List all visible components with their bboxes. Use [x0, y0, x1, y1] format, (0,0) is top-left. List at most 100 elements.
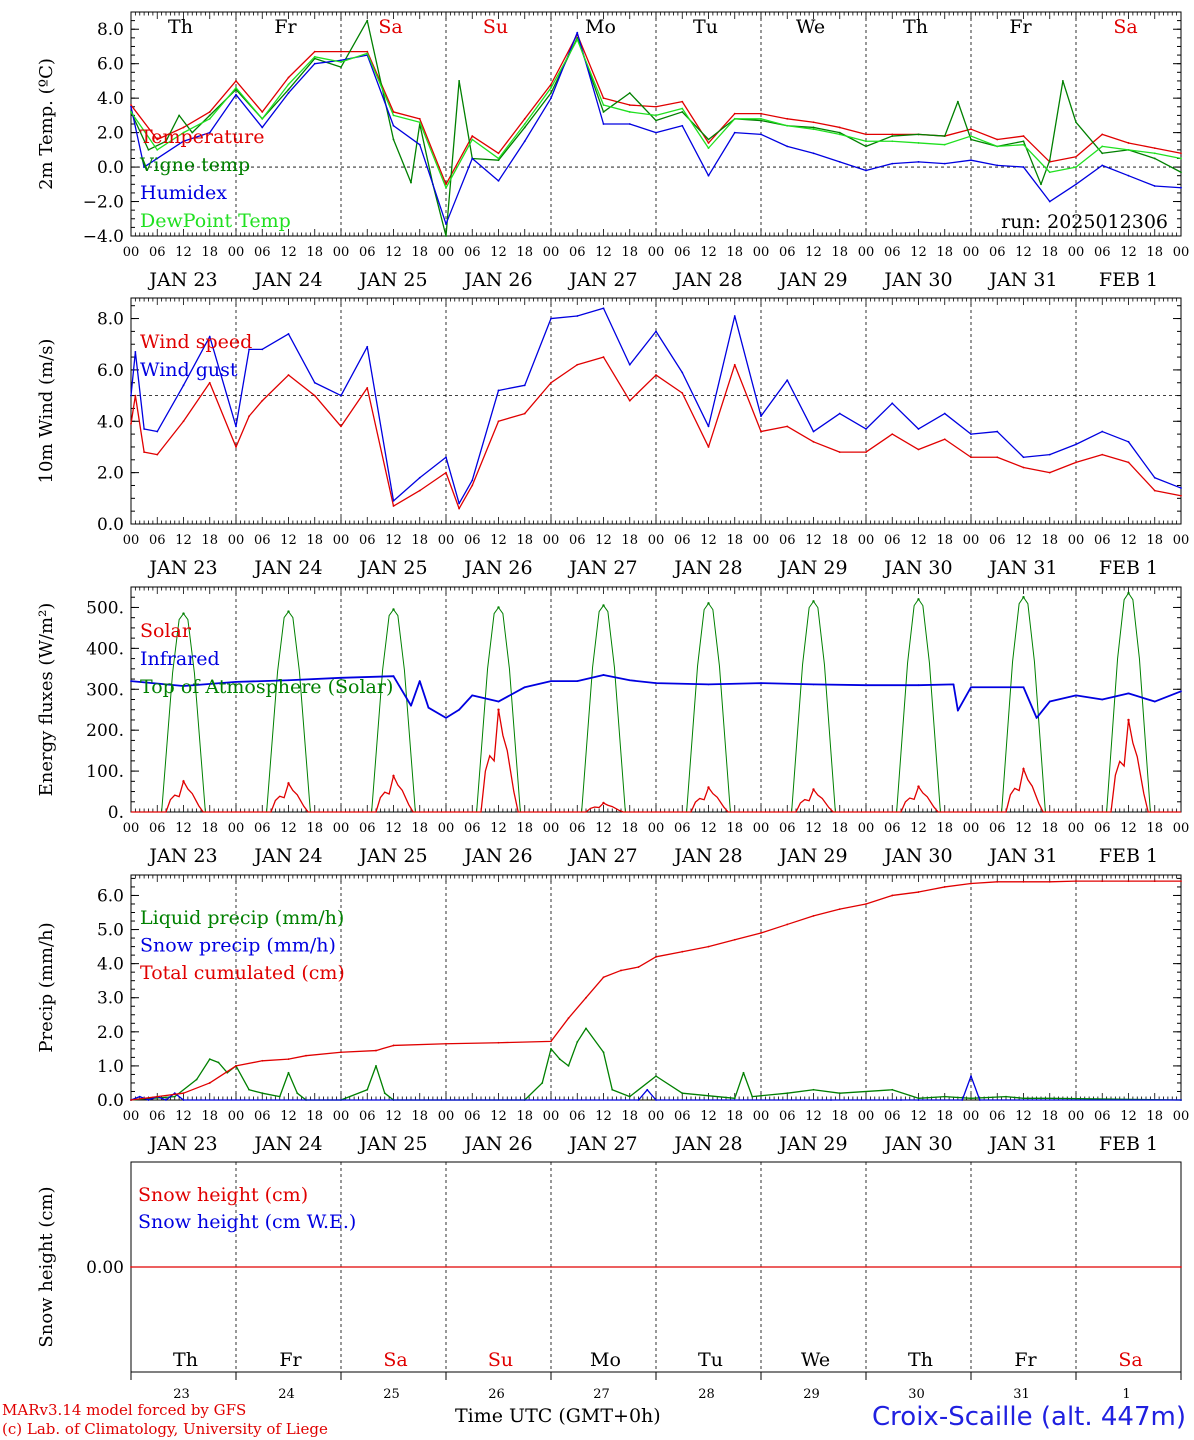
data-point	[208, 1058, 211, 1060]
hour-label: 00	[543, 1109, 560, 1124]
date-label: JAN 29	[777, 845, 847, 867]
data-point	[611, 1088, 614, 1091]
data-point	[707, 174, 710, 177]
hour-label: 00	[648, 1109, 665, 1124]
y-tick-label: 8.0	[97, 310, 124, 330]
data-point	[655, 131, 657, 134]
data-point	[445, 717, 447, 719]
data-point	[418, 117, 421, 120]
data-point	[1075, 166, 1077, 168]
y-tick-label: 0.00	[86, 1258, 124, 1278]
data-point	[130, 1266, 132, 1268]
data-point	[340, 676, 342, 679]
hour-label: 18	[306, 533, 323, 548]
data-point	[130, 1099, 132, 1101]
date-label: JAN 23	[147, 557, 217, 579]
solar-peak-point	[917, 785, 920, 788]
data-point	[760, 932, 762, 934]
solar-peak-point	[812, 788, 815, 791]
hour-label: 18	[1041, 533, 1058, 548]
data-point	[445, 223, 447, 225]
data-point	[497, 159, 500, 162]
data-point	[786, 379, 789, 382]
data-point	[130, 422, 132, 425]
y-tick-label: −4.0	[83, 227, 124, 247]
hour-label: 00	[438, 821, 455, 836]
solar-peak-point	[1022, 767, 1025, 771]
data-point	[655, 374, 657, 376]
data-point	[786, 145, 789, 148]
data-point	[156, 430, 159, 433]
data-point	[458, 80, 461, 82]
data-point	[760, 117, 762, 120]
data-point	[655, 105, 657, 108]
hour-label: 12	[490, 533, 507, 548]
data-point	[418, 680, 421, 682]
hour-label: 06	[149, 533, 166, 548]
data-point	[383, 1092, 386, 1095]
data-point	[1075, 461, 1077, 464]
data-point	[733, 363, 736, 366]
hour-label: 00	[1068, 1109, 1085, 1124]
data-point	[970, 159, 972, 162]
date-label: JAN 25	[357, 1133, 427, 1155]
legend-entry: Solar	[140, 620, 192, 642]
data-point	[235, 681, 237, 683]
hour-label: 00	[123, 821, 140, 836]
data-point	[550, 97, 552, 100]
station-name: Croix-Scaille (alt. 447m)	[872, 1402, 1186, 1432]
y-tick-label: 400.	[86, 639, 124, 659]
legend-entry: Snow height (cm)	[138, 1184, 308, 1206]
hour-label: 12	[385, 821, 402, 836]
date-label: JAN 26	[462, 557, 532, 579]
y-tick-label: 6.0	[97, 55, 124, 75]
data-point	[996, 164, 999, 167]
hour-label: 06	[989, 245, 1006, 260]
y-tick-label: 0.0	[97, 515, 124, 535]
data-point	[620, 969, 622, 972]
y-tick-label: 2.0	[97, 124, 124, 144]
y-axis-label: Precip (mm/h)	[36, 922, 57, 1052]
hour-label: 06	[359, 1109, 376, 1124]
data-point	[812, 430, 815, 433]
plot-frame	[130, 11, 1182, 237]
hour-label: 06	[884, 1109, 901, 1124]
run-label: run: 2025012306	[1001, 211, 1168, 233]
hour-label: 18	[516, 821, 533, 836]
hour-label: 18	[1041, 821, 1058, 836]
weekday-label-bottom: Sa	[383, 1349, 407, 1371]
data-point	[602, 356, 605, 358]
date-label: JAN 30	[882, 845, 952, 867]
data-point	[917, 448, 920, 451]
data-point	[655, 114, 657, 117]
hour-label: 00	[228, 1109, 245, 1124]
hour-label: 06	[779, 533, 796, 548]
hour-label: 18	[936, 1109, 953, 1124]
date-label: FEB 1	[1099, 845, 1158, 867]
data-point	[943, 886, 946, 888]
data-point	[1022, 686, 1025, 689]
y-tick-label: 3.0	[97, 989, 124, 1009]
data-point	[891, 135, 894, 137]
y-tick-label: 100.	[86, 762, 124, 782]
hour-label: 12	[805, 533, 822, 548]
hour-label: 18	[936, 821, 953, 836]
weekday-label-bottom: Tu	[698, 1349, 723, 1371]
hour-label: 12	[1120, 821, 1137, 836]
data-point	[891, 140, 894, 143]
data-point	[900, 1099, 902, 1101]
date-label: JAN 26	[462, 845, 532, 867]
hour-label: 12	[175, 821, 192, 836]
hour-label: 18	[411, 1109, 428, 1124]
hour-label: 00	[1068, 821, 1085, 836]
hour-label: 12	[175, 533, 192, 548]
data-point	[1022, 456, 1025, 459]
data-point	[208, 335, 211, 338]
data-point	[681, 111, 684, 113]
data-point	[392, 114, 395, 117]
data-point	[891, 162, 894, 165]
date-label: JAN 27	[567, 557, 637, 579]
hour-label: 00	[858, 533, 875, 548]
lab-credit: (c) Lab. of Climatology, University of L…	[2, 1420, 328, 1438]
date-label: JAN 25	[357, 557, 427, 579]
